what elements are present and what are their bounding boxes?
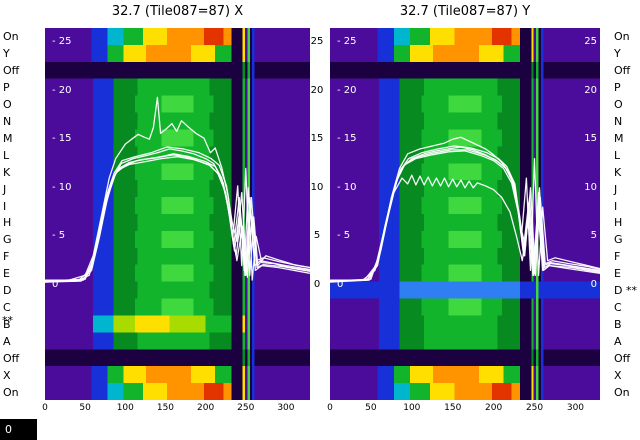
row-label-left: A [3,334,11,348]
y-tick-label-gap: 25 [310,36,324,47]
y-tick-label-gap: 0 [313,279,321,290]
x-tick-labels-plot-x: 0 50 100 150 200 250 300 [42,403,310,415]
y-tick-labels-between-plots: 25 20 15 10 5 0 [305,28,329,400]
row-label-right: N [614,115,623,128]
row-label-right: I [614,199,618,213]
row-label-right: C [614,301,622,314]
x-tick-label: 200 [197,403,215,413]
x-tick-labels-plot-y: 0 50 100 150 200 250 300 [327,403,600,415]
row-label-left: K [3,165,11,179]
row-label-left: L [3,148,10,162]
x-tick-label: 250 [237,403,255,413]
x-tick-label: 50 [79,403,91,413]
row-label-left: Off [3,351,20,365]
row-label-right: K [614,165,622,179]
overlay-trace [330,136,600,281]
row-label-right: B [614,317,622,331]
overlay-lines-x [45,96,310,283]
y-tick-label-gap: 10 [310,181,324,193]
row-label-left: On [3,385,19,399]
x-tick-label: 100 [116,403,134,413]
row-label-right: L [614,148,621,162]
overlay-trace [45,146,310,281]
row-label-left: E [3,267,10,281]
row-label-right: M [614,131,624,145]
y-tick-label-gap: 15 [310,133,324,145]
row-label-left: On [3,30,19,44]
x-tick-label: 0 [42,403,48,413]
overlay-trace [330,146,600,282]
x-tick-label: 0 [327,403,333,413]
row-label-left: X [3,368,11,382]
row-label-left: F [3,250,10,264]
row-label-left: D [3,284,12,298]
overlay-trace [45,153,310,282]
x-tick-label: 150 [444,403,462,413]
row-label-right: E [614,267,621,281]
x-tick-label: 300 [277,403,295,413]
row-label-right: O [614,98,623,112]
row-label-left: Off [3,64,20,78]
row-label-right: J [614,182,618,196]
row-label-left: G [3,233,12,247]
row-label-left: P [3,81,10,95]
x-tick-label: 200 [485,403,503,413]
row-label-left: I [3,199,7,213]
heatmap-canvas-x [45,28,310,400]
plot-y-title: 32.7 (Tile087=87) Y [399,4,531,19]
corner-status-text: 0 [5,423,12,436]
y-tick-label-gap: 5 [313,230,321,242]
row-label-right: H [614,216,623,230]
overlay-trace [45,148,310,282]
row-label-right: Off [614,351,631,365]
heatmap-canvas-y [330,28,600,400]
x-tick-label: 50 [365,403,377,413]
row-label-right: P [614,81,621,95]
row-label-left: M [3,131,13,145]
row-labels-right: On Y Off P O N M L K J I H G F E D ** C B A Off X On [612,28,640,400]
overlay-trace [330,145,600,281]
flagged-dipole-marker-left: ** [2,314,13,327]
x-tick-label: 250 [525,403,544,413]
row-label-left: H [3,216,12,230]
row-label-right: Off [614,64,631,78]
plot-x-title: 32.7 (Tile087=87) X [111,4,244,19]
row-label-right: G [614,233,623,247]
x-tick-label: 150 [156,403,175,413]
row-label-right: D ** [614,284,637,298]
row-label-right: F [614,250,621,264]
row-label-right: X [614,368,622,382]
row-label-right: A [614,334,622,348]
row-label-right: On [614,385,630,399]
row-label-left: O [3,98,12,112]
row-label-left: Y [3,47,10,61]
corner-status-box: 0 [0,419,37,440]
row-label-left: C [3,301,11,314]
row-labels-left: On Y Off P O N M L K J I H G F E D C B A Off X On [0,28,42,400]
row-label-right: On [614,30,630,44]
row-label-left: J [3,182,7,196]
row-label-left: B [3,317,11,331]
x-tick-label: 100 [403,403,421,413]
overlay-lines-y [330,136,600,283]
overlay-trace [45,96,310,281]
row-label-left: N [3,115,12,128]
y-tick-label-gap: 20 [310,84,324,96]
x-tick-label: 300 [566,403,585,413]
row-label-right: Y [614,47,621,61]
